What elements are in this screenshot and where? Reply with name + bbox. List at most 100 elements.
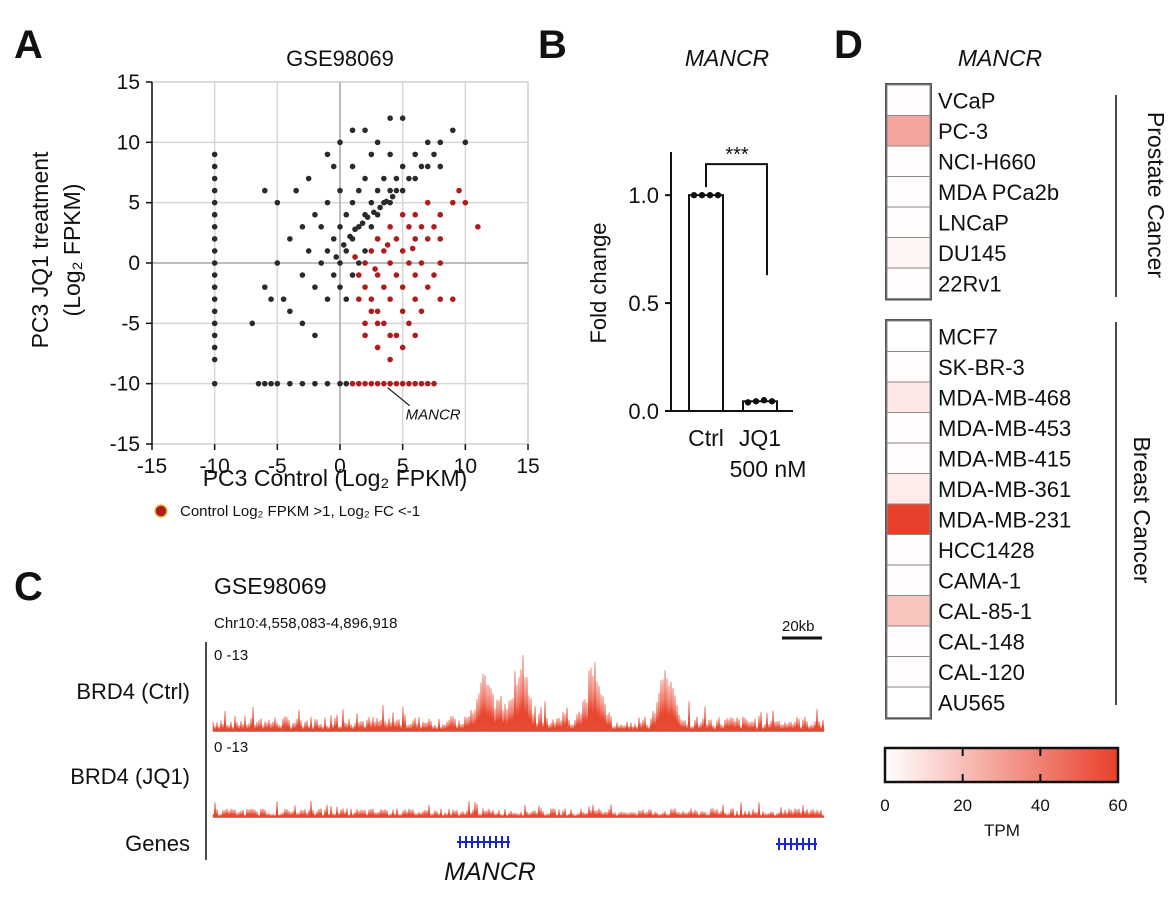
bar-category-label: Ctrl (688, 425, 724, 451)
scatter-panel: GSE98069 -15 -10 -5 0 5 10 15 15 10 5 0 -5 -10 -15 PC… (27, 46, 540, 520)
downregulated-point (356, 296, 362, 303)
x-tick-label: -10 (199, 455, 229, 478)
coverage-jq1 (212, 800, 825, 819)
gene-point (287, 308, 293, 315)
heatmap-row-label: AU565 (938, 690, 1005, 715)
downregulated-point (424, 199, 431, 206)
downregulated-point (387, 380, 393, 387)
gene-point (318, 260, 325, 266)
gene-point (349, 272, 356, 278)
genome-track-panel: GSE98069 Chr10:4,558,083-4,896,918 20kb … (70, 573, 825, 886)
gene-name: MANCR (444, 858, 536, 886)
downregulated-point (437, 211, 444, 218)
downregulated-point (399, 284, 406, 290)
bar-y-tick-label: 0.5 (628, 291, 659, 316)
heatmap-cell (886, 145, 931, 177)
scatter-xlabel: PC3 Control (Log₂ FPKM) (203, 465, 468, 491)
gene-point (424, 163, 431, 170)
gene-point (337, 139, 343, 146)
heatmap-cell (886, 237, 931, 269)
downregulated-point (393, 236, 400, 242)
y-tick-label: 10 (117, 131, 140, 154)
gene-point (268, 380, 274, 387)
downregulated-point (349, 380, 356, 387)
downregulated-point (362, 260, 368, 266)
gene-point (305, 175, 312, 182)
heatmap-panel: MANCR VCaP PC-3 NCI-H660 MDA PCa2b LNCaP DU14… (880, 45, 1169, 840)
heatmap-row-label: LNCaP (938, 210, 1009, 235)
downregulated-point (450, 199, 456, 206)
gene-models (457, 836, 817, 850)
downregulated-point (406, 260, 412, 266)
downregulated-point (362, 320, 368, 327)
scatter-points (211, 115, 481, 387)
heatmap-row-label: HCC1428 (938, 538, 1035, 563)
y-tick-label: -5 (121, 312, 140, 335)
track-label-jq1: BRD4 (JQ1) (70, 764, 190, 789)
heatmap-row-label: MDA-MB-415 (938, 446, 1071, 471)
downregulated-point (387, 260, 393, 266)
heatmap-row-label: CAL-148 (938, 629, 1025, 654)
gene-point (340, 242, 347, 248)
gene-point (211, 236, 218, 242)
downregulated-point (418, 260, 425, 266)
gene-point (287, 380, 293, 387)
gene-point (352, 226, 358, 233)
downregulated-point (431, 380, 437, 387)
gene-point (383, 198, 390, 205)
gene-point (293, 187, 299, 194)
scatter-legend-text: Control Log₂ FPKM >1, Log₂ FC <-1 (180, 503, 420, 520)
track-range-ctrl: 0 -13 (214, 647, 248, 664)
gene-point (330, 272, 337, 278)
gene-point (368, 151, 375, 158)
scale-bar-label: 20kb (782, 618, 815, 635)
legend-swatch (154, 504, 168, 518)
gene-point (324, 248, 331, 254)
heatmap-cell (886, 320, 931, 352)
gene-point (330, 236, 337, 242)
gene-point (343, 211, 350, 218)
heatmap-row-label: MDA-MB-468 (938, 385, 1071, 410)
heatmap-cell (886, 442, 931, 474)
gene-point (371, 209, 377, 216)
bar (742, 400, 778, 413)
annotation-leader (387, 387, 411, 407)
gene-point (330, 163, 337, 170)
coverage-ctrl (212, 655, 825, 732)
downregulated-point (372, 266, 378, 272)
gene-point (349, 127, 356, 134)
downregulated-point (456, 187, 462, 194)
gene-point (211, 356, 218, 363)
heatmap-cell (886, 534, 931, 566)
downregulated-point (412, 211, 419, 218)
heatmap-cell (886, 625, 931, 657)
downregulated-point (424, 284, 431, 290)
x-tick-label: -15 (137, 455, 167, 478)
heatmap-cell (886, 267, 931, 299)
downregulated-point (374, 380, 381, 387)
gene-point (312, 211, 318, 218)
downregulated-point (374, 236, 381, 242)
gene-point (211, 260, 218, 266)
scatter-ylabel-2: (Log₂ FPKM) (59, 184, 85, 317)
downregulated-point (399, 380, 406, 387)
coverage-tracks (212, 655, 825, 819)
gene-point (299, 272, 306, 278)
heatmap-cell (886, 503, 931, 535)
downregulated-point (387, 224, 393, 230)
y-tick-label: 15 (117, 71, 140, 94)
heatmap-cells: VCaP PC-3 NCI-H660 MDA PCa2b LNCaP DU145 22Rv1… (885, 83, 1071, 720)
downregulated-point (437, 296, 444, 303)
x-tick-label: 0 (334, 455, 346, 478)
gene-point (424, 139, 431, 146)
x-tick-label: -5 (268, 455, 287, 478)
gene-point (412, 175, 419, 182)
gene-point (337, 224, 343, 230)
y-tick-label: 5 (128, 192, 140, 215)
downregulated-point (409, 245, 416, 252)
downregulated-point (374, 308, 381, 315)
gene-point (299, 320, 306, 327)
heatmap-cell (886, 84, 931, 116)
downregulated-point (475, 224, 481, 230)
